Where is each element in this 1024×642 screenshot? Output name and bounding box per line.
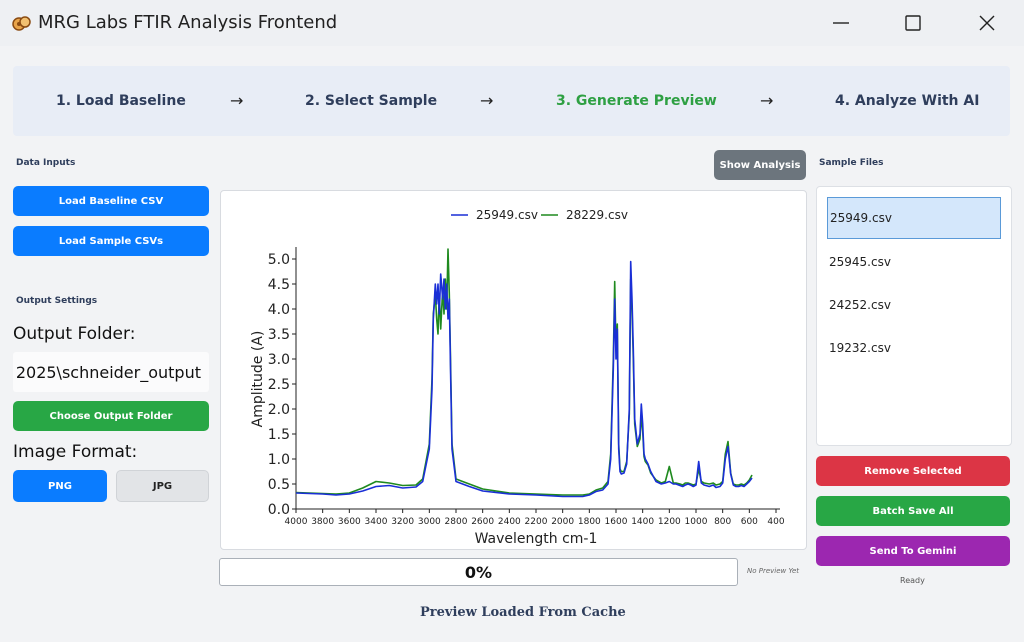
minimize-button[interactable] (818, 6, 864, 40)
y-tick-label: 2.5 (268, 377, 290, 393)
title-bar: MRG Labs FTIR Analysis Frontend (0, 0, 1024, 46)
y-tick-label: 1.5 (268, 427, 290, 443)
list-item[interactable]: 24252.csv (829, 298, 891, 312)
x-tick-label: 2600 (471, 517, 494, 527)
step-arrow: → (760, 91, 774, 110)
y-tick-label: 4.0 (268, 302, 290, 318)
y-tick-label: 1.0 (268, 452, 290, 468)
x-tick-label: 3600 (338, 517, 361, 527)
y-tick-label: 4.5 (268, 277, 290, 293)
list-item[interactable]: 19232.csv (829, 341, 891, 355)
ready-status: Ready (900, 576, 925, 585)
legend-label: 28229.csv (566, 208, 628, 222)
x-tick-label: 1400 (631, 517, 654, 527)
batch-save-button[interactable]: Batch Save All (816, 496, 1010, 526)
x-tick-label: 1600 (605, 517, 628, 527)
window-title: MRG Labs FTIR Analysis Frontend (38, 12, 338, 33)
maximize-button[interactable] (890, 6, 936, 40)
x-tick-label: 800 (714, 517, 731, 527)
close-icon (979, 15, 995, 31)
x-tick-label: 2400 (498, 517, 521, 527)
x-tick-label: 3000 (418, 517, 441, 527)
x-axis-label: Wavelength cm-1 (475, 531, 598, 547)
step-load-baseline: 1. Load Baseline (56, 93, 186, 109)
output-settings-title: Output Settings (16, 296, 98, 306)
y-tick-label: 5.0 (268, 252, 290, 268)
x-tick-label: 2200 (525, 517, 548, 527)
app-logo-icon (12, 16, 31, 31)
y-tick-label: 0.5 (268, 477, 290, 493)
x-tick-label: 2800 (445, 517, 468, 527)
format-jpg-button[interactable]: JPG (116, 470, 209, 502)
x-tick-label: 400 (767, 517, 784, 527)
spectrum-plot-panel: 0.0 0.5 1.0 1.5 2.0 2.5 3.0 3.5 4.0 4.5 5.0 4000 380… (220, 190, 807, 550)
output-folder-label: Output Folder: (13, 324, 136, 344)
step-analyze-ai: 4. Analyze With AI (835, 93, 980, 109)
format-png-button[interactable]: PNG (13, 470, 107, 502)
spectrum-chart: 0.0 0.5 1.0 1.5 2.0 2.5 3.0 3.5 4.0 4.5 5.0 4000 380… (250, 208, 785, 547)
x-tick-label: 1200 (658, 517, 681, 527)
x-tick-label: 3800 (311, 517, 334, 527)
sample-files-title: Sample Files (819, 158, 884, 168)
step-arrow: → (230, 91, 244, 110)
step-generate-preview: 3. Generate Preview (556, 93, 717, 109)
step-select-sample: 2. Select Sample (305, 93, 438, 109)
x-tick-label: 3400 (365, 517, 388, 527)
load-baseline-button[interactable]: Load Baseline CSV (13, 186, 209, 216)
list-item[interactable]: 25949.csv (827, 197, 1001, 239)
legend-label: 25949.csv (476, 208, 538, 222)
y-tick-label: 2.0 (268, 402, 290, 418)
x-tick-label: 1000 (685, 517, 708, 527)
maximize-icon (905, 15, 921, 31)
x-tick-label: 3200 (391, 517, 414, 527)
output-folder-field[interactable]: s 2025\schneider_output (13, 352, 209, 392)
series-line-25949 (295, 260, 753, 498)
x-tick-label: 2000 (551, 517, 574, 527)
workflow-steps-bar: 1. Load Baseline → 2. Select Sample → 3.… (13, 66, 1010, 136)
series-line-28229 (295, 248, 753, 496)
step-arrow: → (480, 91, 494, 110)
y-tick-label: 3.0 (268, 352, 290, 368)
load-samples-button[interactable]: Load Sample CSVs (13, 226, 209, 256)
x-tick-label: 4000 (285, 517, 308, 527)
minimize-icon (833, 22, 849, 24)
x-tick-label: 600 (741, 517, 758, 527)
data-inputs-title: Data Inputs (16, 158, 76, 168)
y-tick-label: 0.0 (268, 502, 290, 518)
preview-status: No Preview Yet (747, 567, 800, 575)
send-to-gemini-button[interactable]: Send To Gemini (816, 536, 1010, 566)
remove-selected-button[interactable]: Remove Selected (816, 456, 1010, 486)
footer-status: Preview Loaded From Cache (420, 605, 626, 620)
progress-bar: 0% (219, 558, 738, 586)
image-format-label: Image Format: (13, 442, 138, 462)
show-analysis-button[interactable]: Show Analysis (714, 150, 806, 180)
progress-text: 0% (464, 562, 493, 582)
y-tick-label: 3.5 (268, 327, 290, 343)
close-button[interactable] (964, 6, 1010, 40)
list-item[interactable]: 25945.csv (829, 255, 891, 269)
sample-files-list: 25949.csv 25945.csv 24252.csv 19232.csv (816, 186, 1012, 446)
y-axis-label: Amplitude (A) (250, 331, 266, 428)
x-tick-label: 1800 (578, 517, 601, 527)
choose-output-folder-button[interactable]: Choose Output Folder (13, 401, 209, 431)
